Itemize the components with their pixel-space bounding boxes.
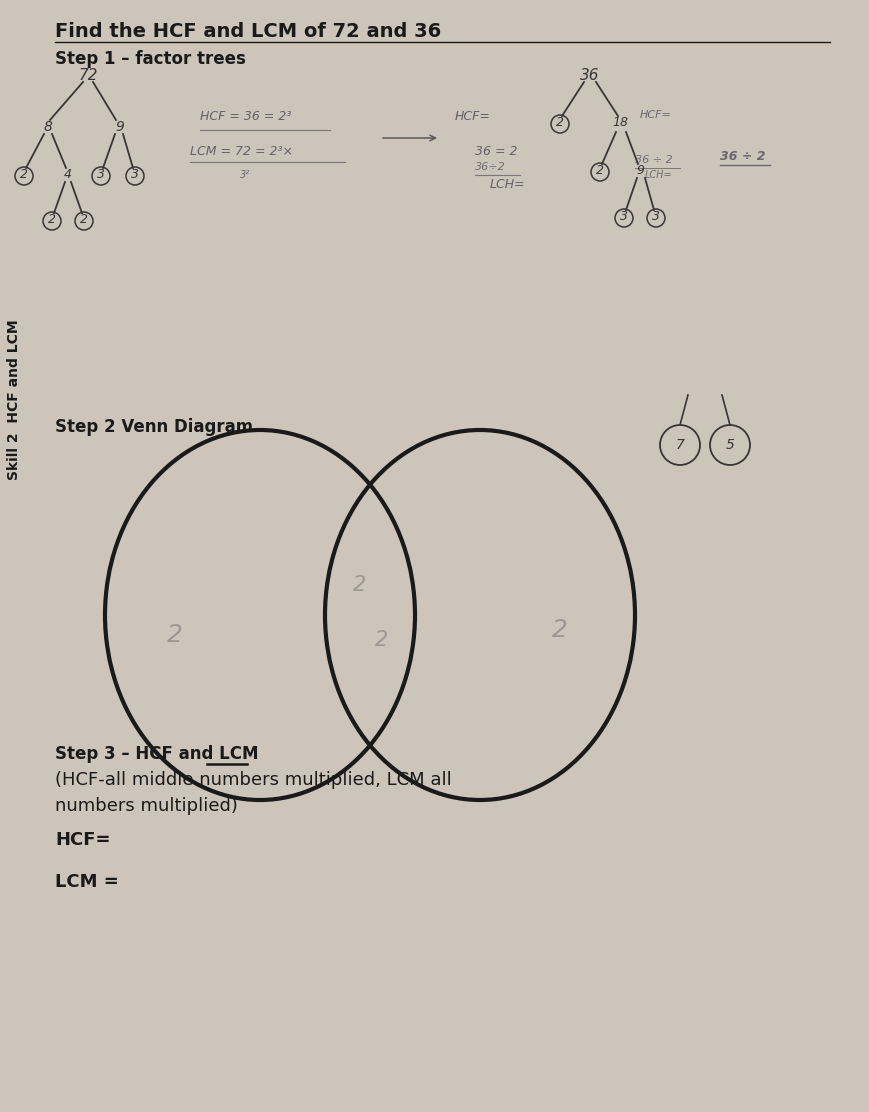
Text: 2: 2 xyxy=(48,214,56,226)
Text: 36÷2: 36÷2 xyxy=(474,162,505,172)
Text: 7: 7 xyxy=(675,438,684,451)
Text: 72: 72 xyxy=(78,68,97,83)
Text: 3: 3 xyxy=(96,168,105,181)
Text: 2: 2 xyxy=(353,575,366,595)
Text: 4: 4 xyxy=(64,168,72,181)
Text: 2: 2 xyxy=(80,214,88,226)
Text: HCF=: HCF= xyxy=(55,831,110,848)
Text: 2: 2 xyxy=(375,631,388,651)
Text: 36 ÷ 2: 36 ÷ 2 xyxy=(634,155,672,165)
Text: LCM = 72 = 2³×: LCM = 72 = 2³× xyxy=(189,145,293,158)
Text: numbers multiplied): numbers multiplied) xyxy=(55,797,237,815)
Text: 2: 2 xyxy=(20,168,28,181)
Text: LCM =: LCM = xyxy=(55,873,118,891)
Text: 5: 5 xyxy=(725,438,733,451)
Text: 3²: 3² xyxy=(240,170,250,180)
Text: 3: 3 xyxy=(131,168,139,181)
Text: 9: 9 xyxy=(635,163,643,177)
Text: 2: 2 xyxy=(555,116,563,129)
Text: Step 2 Venn Diagram: Step 2 Venn Diagram xyxy=(55,418,253,436)
Text: HCF = 36 = 2³: HCF = 36 = 2³ xyxy=(200,110,291,123)
Text: LCH=: LCH= xyxy=(489,178,525,191)
Text: LCH=: LCH= xyxy=(644,170,672,180)
Text: HCF=: HCF= xyxy=(454,110,490,123)
Text: Find the HCF and LCM of 72 and 36: Find the HCF and LCM of 72 and 36 xyxy=(55,22,441,41)
Text: 18: 18 xyxy=(611,116,627,129)
Text: 3: 3 xyxy=(651,210,660,224)
Text: 3: 3 xyxy=(620,210,627,224)
Text: HCF=: HCF= xyxy=(640,110,671,120)
Text: 36 ÷ 2: 36 ÷ 2 xyxy=(720,150,765,163)
Text: 36 = 2: 36 = 2 xyxy=(474,145,517,158)
Text: Skill 2  HCF and LCM: Skill 2 HCF and LCM xyxy=(7,319,21,480)
Text: Step 1 – factor trees: Step 1 – factor trees xyxy=(55,50,246,68)
Text: (HCF-all middle numbers multiplied, LCM all: (HCF-all middle numbers multiplied, LCM … xyxy=(55,771,451,790)
Text: 36: 36 xyxy=(580,68,599,83)
Text: 2: 2 xyxy=(552,618,567,642)
Text: 2: 2 xyxy=(167,623,182,647)
Text: Step 3 – HCF and LCM: Step 3 – HCF and LCM xyxy=(55,745,258,763)
Text: 2: 2 xyxy=(595,163,603,177)
Text: 8: 8 xyxy=(43,120,52,135)
Text: 9: 9 xyxy=(116,120,124,135)
